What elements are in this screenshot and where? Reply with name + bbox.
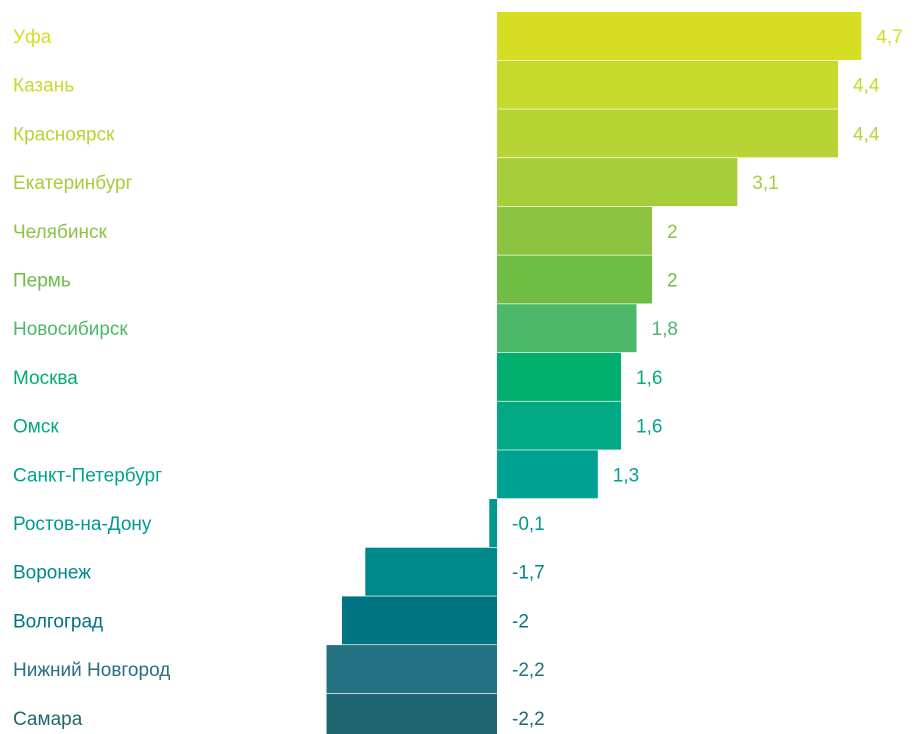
bar [497, 109, 838, 158]
category-label: Екатеринбург [13, 173, 133, 194]
category-labels-group: Уфа Казань Красноярск Екатеринбург Челябинск… [13, 27, 170, 730]
bar [497, 12, 862, 60]
category-label: Москва [13, 368, 78, 389]
value-label: 4,7 [876, 27, 902, 48]
bar [497, 450, 598, 499]
bar [497, 304, 637, 353]
category-label: Пермь [13, 271, 71, 292]
bar [497, 255, 652, 304]
bar [326, 693, 497, 734]
value-label: -2,2 [512, 660, 545, 681]
category-label: Самара [13, 709, 83, 730]
bar [365, 547, 498, 596]
category-label: Воронеж [13, 563, 91, 584]
value-label: 4,4 [853, 124, 880, 145]
category-label: Омск [13, 417, 59, 438]
category-label: Челябинск [13, 222, 107, 243]
bar [497, 352, 621, 401]
value-label: -0,1 [512, 514, 545, 535]
value-label: 3,1 [752, 173, 778, 194]
value-label: 1,6 [636, 417, 662, 438]
category-label: Уфа [13, 27, 52, 48]
category-label: Казань [13, 76, 74, 97]
value-label: 2 [667, 222, 678, 243]
value-label: 1,8 [652, 319, 678, 340]
category-label: Новосибирск [13, 319, 128, 340]
value-label: 1,6 [636, 368, 662, 389]
bar [497, 206, 652, 255]
bar [342, 596, 497, 645]
bar [497, 401, 621, 450]
category-label: Волгоград [13, 611, 103, 632]
category-label: Санкт-Петербург [13, 465, 162, 486]
value-labels-group: 4,7 4,4 4,4 3,1 2 2 1,8 1,6 1,6 1,3 -0,1 -1,7 -2 -2,2… [512, 27, 903, 730]
bar [326, 645, 497, 694]
bars-group [326, 12, 862, 734]
value-label: 2 [667, 271, 678, 292]
value-label: -1,7 [512, 563, 545, 584]
category-label: Нижний Новгород [13, 660, 170, 681]
bar [489, 499, 498, 547]
bar [497, 60, 838, 109]
value-label: 4,4 [853, 76, 880, 97]
category-label: Красноярск [13, 124, 115, 145]
value-label: -2 [512, 611, 529, 632]
value-label: -2,2 [512, 709, 545, 730]
category-label: Ростов-на-Дону [13, 514, 152, 535]
value-label: 1,3 [613, 465, 639, 486]
bar [497, 158, 738, 207]
